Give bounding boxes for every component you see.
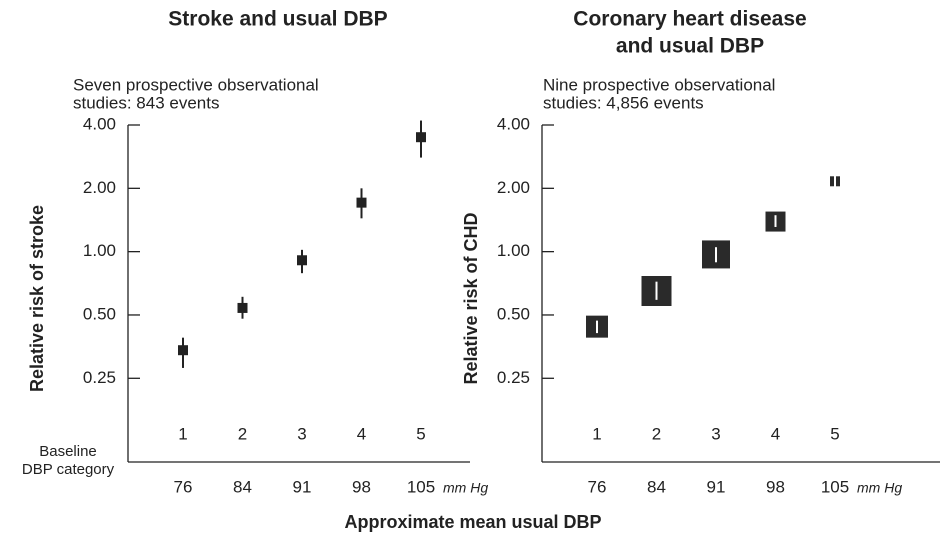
y-axis-label: Relative risk of stroke [27,205,47,392]
category-label: 4 [357,424,366,443]
dbp-value-label: 76 [174,477,193,496]
category-row-label: Baseline [39,443,97,460]
y-tick-label: 4.00 [497,114,530,133]
chart-title: Coronary heart disease [573,8,806,31]
dbp-value-label: 91 [707,477,726,496]
subtitle: studies: 843 events [73,93,219,112]
y-tick-label: 1.00 [83,241,116,260]
y-tick-label: 4.00 [83,114,116,133]
point-box [297,255,307,266]
subtitle: Seven prospective observational [73,75,319,94]
dbp-value-label: 98 [352,477,371,496]
y-tick-label: 0.25 [497,368,530,387]
y-tick-label: 1.00 [497,241,530,260]
y-tick-label: 2.00 [83,178,116,197]
chart-title: and usual DBP [616,35,764,58]
category-label: 3 [711,424,720,443]
category-label: 5 [830,424,839,443]
category-label: 4 [771,424,780,443]
category-label: 3 [297,424,306,443]
dbp-value-label: 105 [407,477,435,496]
dbp-value-label: 84 [233,477,252,496]
y-tick-label: 0.50 [83,304,116,323]
chart-title: Stroke and usual DBP [168,8,387,31]
category-label: 1 [178,424,187,443]
dbp-value-label: 84 [647,477,666,496]
point-box [237,302,248,313]
category-label: 1 [592,424,601,443]
category-label: 5 [416,424,425,443]
shared-x-label: Approximate mean usual DBP [344,512,601,532]
point-box [178,345,188,356]
point-box [356,197,367,208]
dbp-value-label: 76 [588,477,607,496]
category-label: 2 [652,424,661,443]
dbp-value-label: 91 [293,477,312,496]
y-tick-label: 0.50 [497,304,530,323]
subtitle: studies: 4,856 events [543,93,704,112]
subtitle: Nine prospective observational [543,75,775,94]
point-box [416,132,426,143]
category-row-label: DBP category [22,461,115,478]
x-unit: mm Hg [443,480,488,496]
y-tick-label: 2.00 [497,178,530,197]
y-axis-label: Relative risk of CHD [461,212,481,384]
dbp-value-label: 105 [821,477,849,496]
y-tick-label: 0.25 [83,368,116,387]
x-unit: mm Hg [857,480,902,496]
category-label: 2 [238,424,247,443]
dbp-value-label: 98 [766,477,785,496]
